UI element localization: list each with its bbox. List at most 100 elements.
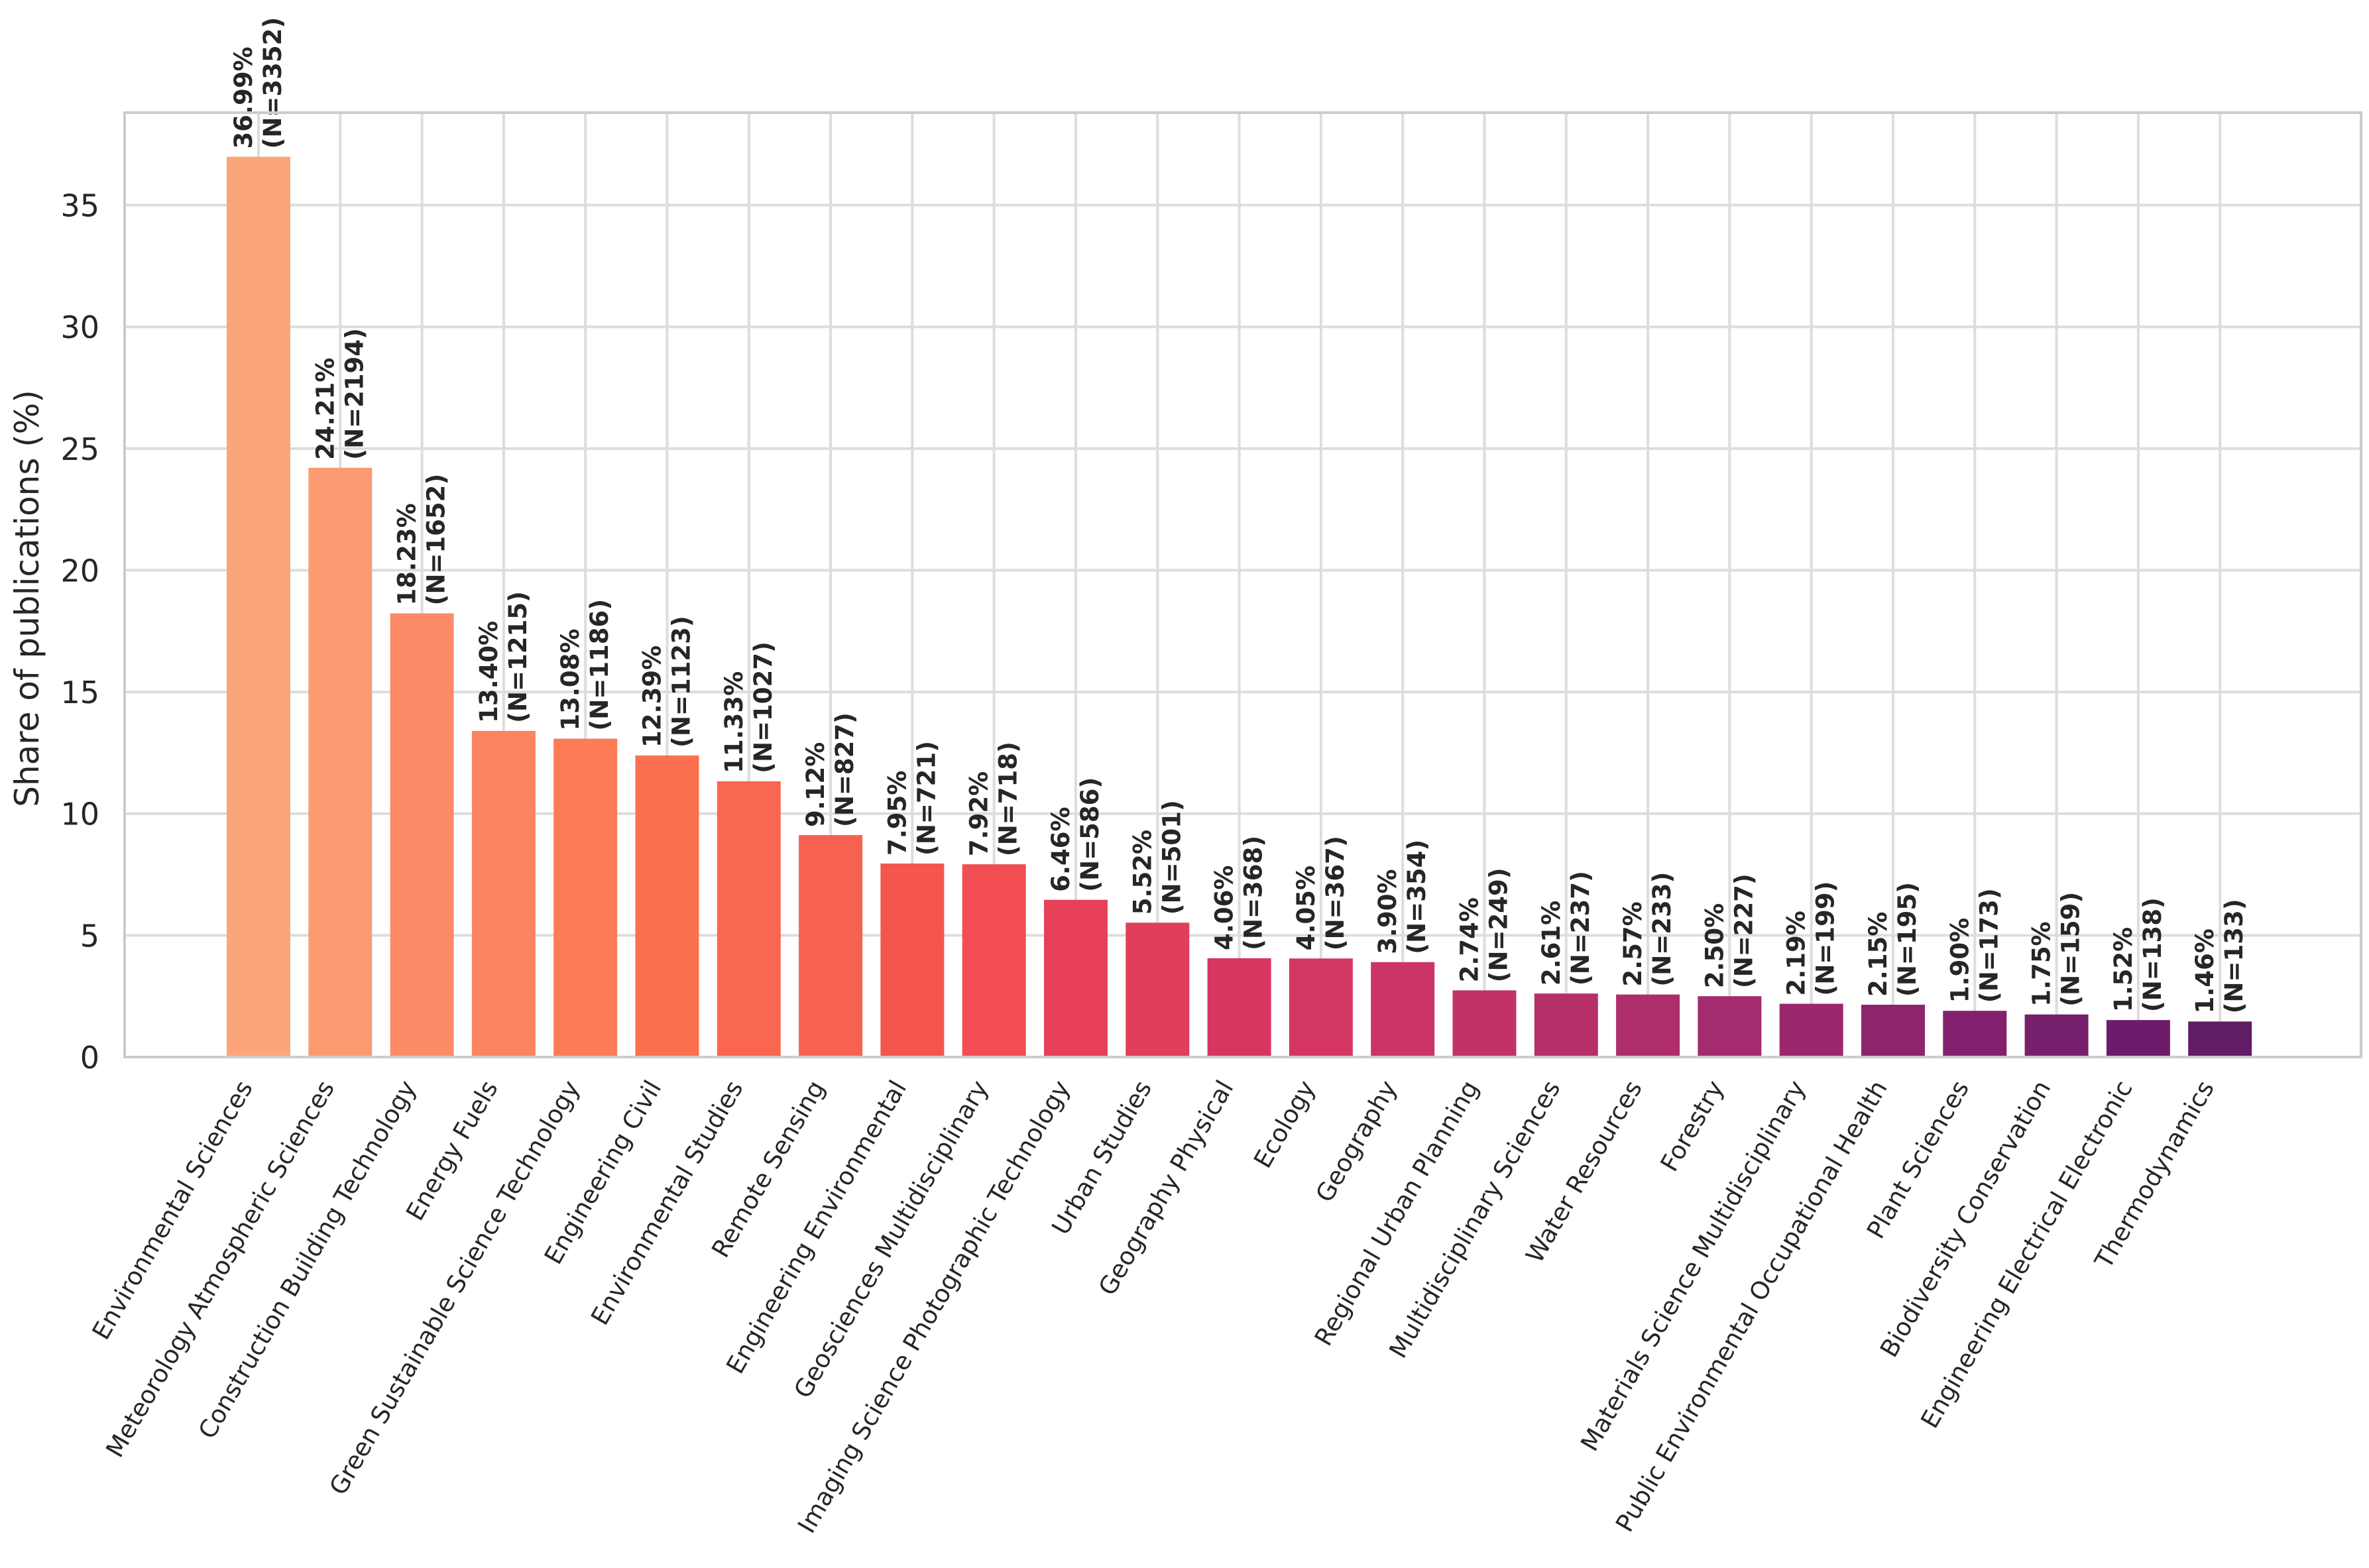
bar-percent-label: 13.08% bbox=[556, 629, 585, 731]
y-tick-label: 15 bbox=[60, 675, 99, 710]
bar-data-label: 13.40% (N=1215) bbox=[475, 591, 532, 723]
bar-data-label: 6.46% (N=586) bbox=[1047, 777, 1104, 892]
bar-data-label: 2.50% (N=227) bbox=[1700, 873, 1758, 988]
bar-count-label: (N=827) bbox=[831, 712, 859, 827]
bar bbox=[1289, 958, 1353, 1057]
bar-count-label: (N=368) bbox=[1240, 836, 1268, 950]
bar-count-label: (N=1215) bbox=[504, 591, 532, 723]
bar-percent-label: 2.61% bbox=[1537, 901, 1566, 985]
bar-percent-label: 24.21% bbox=[311, 358, 339, 460]
bar-percent-label: 4.05% bbox=[1292, 866, 1320, 950]
bar bbox=[1207, 958, 1271, 1057]
bar-data-label: 2.61% (N=237) bbox=[1537, 871, 1595, 985]
bar bbox=[1616, 994, 1680, 1057]
y-tick-label: 35 bbox=[60, 188, 99, 224]
bar bbox=[1779, 1003, 1843, 1057]
bar-count-label: (N=1123) bbox=[667, 616, 696, 748]
bar bbox=[553, 738, 618, 1057]
bar-percent-label: 11.33% bbox=[720, 671, 748, 773]
y-tick-label: 10 bbox=[60, 797, 99, 832]
y-tick-label: 0 bbox=[80, 1040, 99, 1076]
bar-percent-label: 2.57% bbox=[1619, 901, 1647, 986]
bar bbox=[1861, 1005, 1925, 1057]
y-tick-label: 5 bbox=[80, 918, 99, 954]
bar bbox=[880, 864, 945, 1057]
bar bbox=[471, 730, 536, 1057]
bar-data-label: 1.90% (N=173) bbox=[1945, 888, 2003, 1003]
bar-percent-label: 1.90% bbox=[1945, 918, 1974, 1003]
bar-count-label: (N=237) bbox=[1566, 871, 1595, 985]
bar-percent-label: 2.19% bbox=[1782, 911, 1811, 995]
bar bbox=[227, 156, 290, 1058]
bar-count-label: (N=501) bbox=[1157, 800, 1186, 915]
bars bbox=[227, 156, 2252, 1058]
bar-count-label: (N=199) bbox=[1812, 881, 1840, 996]
bar-data-label: 9.12% (N=827) bbox=[801, 712, 859, 827]
bar-data-label: 36.99% (N=3352) bbox=[229, 17, 287, 149]
bar-count-label: (N=1652) bbox=[422, 474, 451, 606]
bar-percent-label: 2.50% bbox=[1700, 903, 1729, 988]
bar-count-label: (N=354) bbox=[1403, 840, 1431, 954]
bar bbox=[2188, 1021, 2252, 1057]
y-axis-label: Share of publications (%) bbox=[8, 390, 46, 807]
bar-percent-label: 1.75% bbox=[2028, 921, 2056, 1006]
bar-percent-label: 1.52% bbox=[2109, 927, 2138, 1012]
bar-percent-label: 36.99% bbox=[229, 46, 258, 148]
bar-percent-label: 7.92% bbox=[965, 771, 994, 856]
bar-count-label: (N=138) bbox=[2138, 897, 2167, 1012]
y-tick-label: 20 bbox=[60, 553, 99, 588]
bar bbox=[717, 781, 781, 1057]
plot-frame bbox=[123, 111, 2362, 1058]
bar-percent-label: 1.46% bbox=[2191, 928, 2219, 1013]
bar bbox=[635, 755, 699, 1057]
bar bbox=[2106, 1020, 2170, 1057]
bar-data-label: 4.06% (N=368) bbox=[1210, 836, 1268, 950]
bar-count-label: (N=1027) bbox=[749, 642, 778, 773]
bar-count-label: (N=227) bbox=[1729, 873, 1758, 988]
bar-data-label: 2.19% (N=199) bbox=[1782, 881, 1840, 996]
bar-count-label: (N=133) bbox=[2220, 899, 2248, 1013]
y-tick-labels: 0 5 10 15 20 25 30 35 bbox=[60, 188, 99, 1076]
bar bbox=[1452, 990, 1517, 1057]
bar-percent-label: 2.15% bbox=[1864, 912, 1892, 997]
bar-percent-label: 18.23% bbox=[393, 503, 422, 605]
bar bbox=[1534, 993, 1598, 1057]
bar-count-label: (N=173) bbox=[1975, 888, 2003, 1003]
bar-count-label: (N=721) bbox=[912, 741, 941, 856]
bar bbox=[962, 864, 1026, 1057]
y-tick-label: 30 bbox=[60, 309, 99, 345]
bar-percent-label: 13.40% bbox=[475, 621, 503, 723]
bar bbox=[2024, 1014, 2089, 1057]
bar-percent-label: 7.95% bbox=[883, 771, 911, 856]
bar-data-label: 3.90% (N=354) bbox=[1373, 840, 1431, 954]
bar-data-label: 18.23% (N=1652) bbox=[393, 474, 451, 606]
bar bbox=[1044, 899, 1108, 1057]
bar bbox=[390, 613, 454, 1057]
bar-count-label: (N=159) bbox=[2057, 892, 2085, 1007]
bar-data-label: 7.95% (N=721) bbox=[883, 741, 941, 856]
bar-data-label: 1.52% (N=138) bbox=[2109, 897, 2167, 1012]
bar-count-label: (N=1186) bbox=[585, 599, 614, 731]
bar-count-label: (N=367) bbox=[1321, 836, 1350, 950]
bar-count-label: (N=233) bbox=[1648, 872, 1676, 987]
bar-data-label: 24.21% (N=2194) bbox=[311, 328, 369, 460]
bar-count-label: (N=249) bbox=[1485, 868, 1513, 982]
bar-data-label: 1.75% (N=159) bbox=[2028, 892, 2085, 1007]
bar-count-label: (N=195) bbox=[1893, 882, 1922, 997]
bar bbox=[1371, 962, 1435, 1057]
bar bbox=[799, 835, 863, 1057]
bar bbox=[308, 467, 373, 1057]
bar-data-label: 7.92% (N=718) bbox=[965, 742, 1023, 856]
y-tick-label: 25 bbox=[60, 431, 99, 467]
bar-percent-label: 3.90% bbox=[1373, 869, 1402, 954]
bar-data-label: 4.05% (N=367) bbox=[1292, 836, 1350, 950]
bar-data-label: 12.39% (N=1123) bbox=[638, 616, 696, 748]
bar-data-label: 2.74% (N=249) bbox=[1456, 868, 1513, 982]
bar-count-label: (N=3352) bbox=[259, 17, 287, 149]
bar-percent-label: 4.06% bbox=[1210, 866, 1239, 950]
bar-data-label: 11.33% (N=1027) bbox=[720, 642, 778, 773]
bar-data-label: 5.52% (N=501) bbox=[1128, 800, 1186, 915]
bar-data-labels: 36.99% (N=3352) 24.21% (N=2194) 18.23% (N=165… bbox=[229, 17, 2248, 1014]
bar-data-label: 13.08% (N=1186) bbox=[556, 599, 614, 731]
